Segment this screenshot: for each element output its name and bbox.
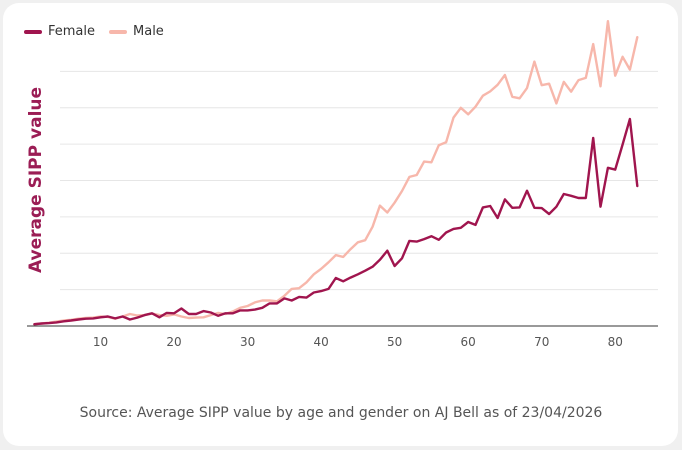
legend-item-female[interactable]: Female — [24, 24, 95, 39]
legend-item-male[interactable]: Male — [109, 24, 164, 39]
grid-lines — [60, 70, 658, 291]
male-line[interactable] — [33, 20, 639, 326]
x-tick-label: 60 — [461, 335, 476, 349]
x-tick-label: 20 — [166, 335, 181, 349]
source-note: Source: Average SIPP value by age and ge… — [79, 405, 603, 421]
female-line[interactable] — [33, 117, 639, 326]
x-tick-label: 30 — [240, 335, 255, 349]
legend-label-female: Female — [48, 24, 96, 39]
x-tick-label: 70 — [534, 335, 549, 349]
chart-card — [3, 3, 678, 446]
x-axis: 10 20 30 40 50 60 70 80 — [27, 325, 658, 349]
legend-swatch-male — [109, 29, 128, 34]
x-tick-label: 40 — [313, 335, 328, 349]
series-lines — [33, 20, 639, 326]
legend-swatch-female — [24, 29, 42, 34]
x-tick-label: 80 — [608, 335, 623, 349]
x-tick-label: 50 — [387, 335, 402, 349]
chart-legend: Female Male — [24, 24, 164, 39]
x-tick-label: 10 — [93, 335, 108, 349]
legend-label-male: Male — [133, 24, 164, 39]
